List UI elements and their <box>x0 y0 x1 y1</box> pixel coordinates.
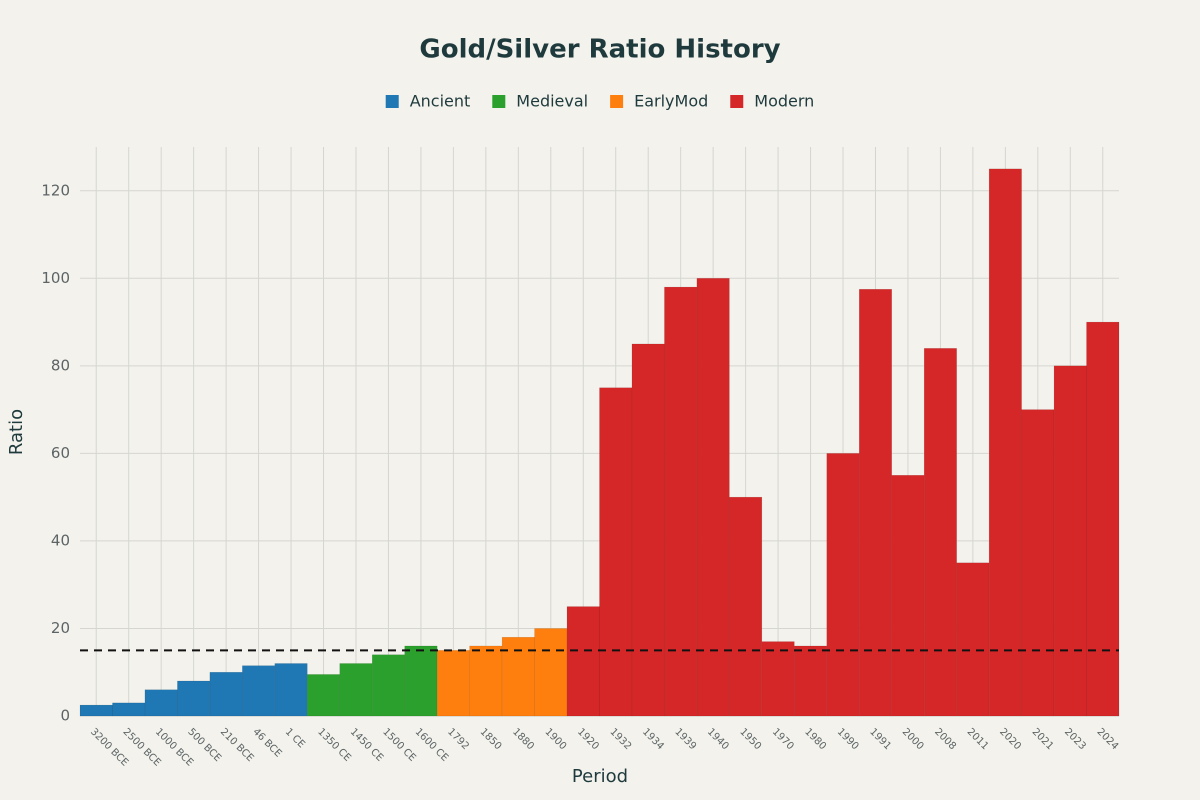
bar <box>956 562 990 717</box>
bar <box>79 704 113 717</box>
bar <box>404 645 438 717</box>
legend-label: Modern <box>754 92 814 111</box>
bar <box>371 654 405 717</box>
legend-swatch <box>610 95 624 108</box>
bar <box>566 606 600 717</box>
legend-item: Medieval <box>492 92 588 111</box>
y-tick-label: 60 <box>51 444 70 462</box>
bar <box>469 645 503 717</box>
bar <box>891 475 925 717</box>
bar <box>339 663 373 717</box>
legend-swatch <box>492 95 506 108</box>
bar <box>859 289 892 717</box>
legend-item: Modern <box>730 92 814 111</box>
bar <box>1021 409 1055 717</box>
bar <box>501 636 535 717</box>
bar <box>144 689 178 717</box>
bar <box>1086 321 1120 717</box>
bar <box>696 278 730 717</box>
legend-label: EarlyMod <box>634 92 708 111</box>
y-tick-label: 20 <box>51 619 70 637</box>
bar <box>761 641 795 717</box>
bar <box>274 663 308 717</box>
bar <box>177 680 211 717</box>
y-axis-title: Ratio <box>6 409 27 455</box>
chart-title: Gold/Silver Ratio History <box>419 35 780 65</box>
x-axis-title: Period <box>572 766 628 787</box>
y-tick-label: 40 <box>51 531 70 549</box>
bar <box>988 168 1022 717</box>
legend-swatch <box>730 95 744 108</box>
bar <box>599 387 633 717</box>
bar <box>631 343 665 717</box>
legend-item: Ancient <box>385 92 471 111</box>
bar <box>534 628 568 717</box>
bar <box>923 348 957 717</box>
bar <box>794 645 828 717</box>
y-tick-label: 100 <box>41 269 70 287</box>
bar <box>664 286 698 717</box>
bar <box>307 674 340 717</box>
bar <box>436 650 470 717</box>
bar <box>729 496 763 717</box>
bar <box>209 671 243 717</box>
legend-swatch <box>385 95 399 108</box>
bar <box>1053 365 1087 717</box>
legend-label: Medieval <box>516 92 588 111</box>
bar <box>826 453 860 717</box>
y-tick-label: 80 <box>51 356 70 374</box>
y-tick-label: 120 <box>41 181 70 199</box>
y-tick-label: 0 <box>60 707 70 725</box>
legend-label: Ancient <box>410 92 471 111</box>
legend-item: EarlyMod <box>610 92 708 111</box>
bar <box>112 702 146 717</box>
bar <box>242 665 276 717</box>
